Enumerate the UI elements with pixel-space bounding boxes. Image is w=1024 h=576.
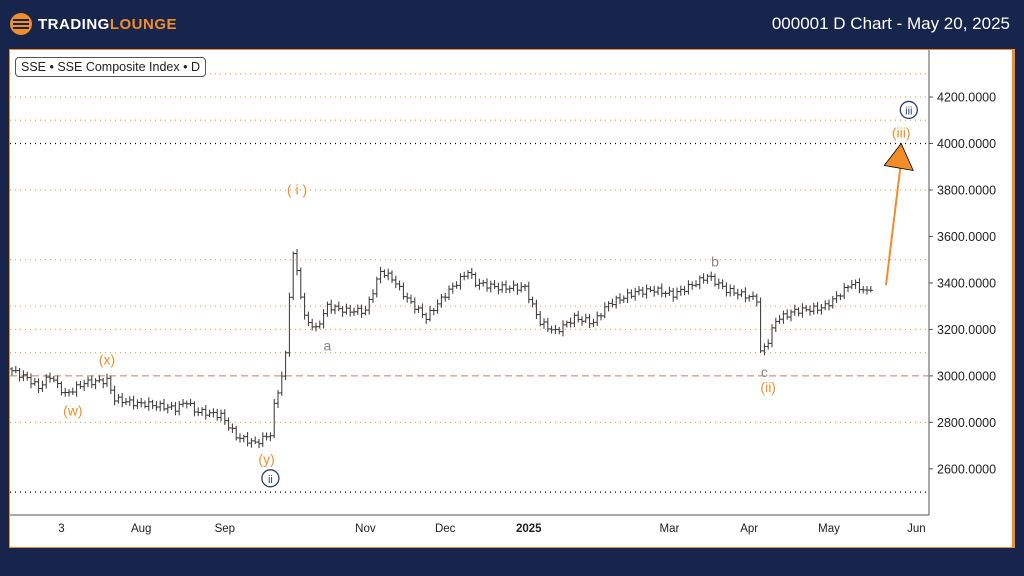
y-tick-label: 3400.0000 <box>937 276 996 290</box>
wave-label: ii <box>268 474 273 486</box>
wave-label-circle <box>899 100 918 120</box>
wave-label: ( i ) <box>287 182 307 198</box>
x-tick-label: Dec <box>435 523 456 535</box>
wave-label: iii <box>905 105 912 117</box>
wave-label: (ii) <box>760 379 776 395</box>
y-tick-label: 3200.0000 <box>937 323 996 337</box>
x-tick-label: Nov <box>355 523 376 535</box>
header: TRADINGLOUNGE 000001 D Chart - May 20, 2… <box>0 0 1024 48</box>
wave-label: (iii) <box>892 125 911 141</box>
x-tick-label: Sep <box>215 523 235 535</box>
x-tick-label: Apr <box>740 523 758 535</box>
wave-label: a <box>324 337 332 353</box>
wave-label-circle <box>261 469 280 488</box>
y-tick-label: 3000.0000 <box>937 369 996 383</box>
projection-arrow-head <box>883 142 914 172</box>
projection-arrow-line <box>885 168 902 286</box>
y-tick-label: 2600.0000 <box>937 462 996 476</box>
y-tick-label: 4200.0000 <box>937 91 996 105</box>
logo-text-accent: LOUNGE <box>109 15 177 33</box>
symbol-label: SSE • SSE Composite Index • D <box>15 57 206 77</box>
x-tick-label: Jun <box>907 523 926 535</box>
y-tick-label: 2800.0000 <box>937 416 996 430</box>
wave-label: (x) <box>99 351 115 367</box>
x-tick-label: Aug <box>131 523 151 535</box>
x-tick-label: May <box>818 523 840 535</box>
wave-label: (w) <box>63 402 82 418</box>
y-tick-label: 3600.0000 <box>937 230 996 244</box>
wave-label: (y) <box>258 451 274 467</box>
y-tick-label: 4000.0000 <box>937 137 996 151</box>
y-tick-label: 3800.0000 <box>937 183 996 197</box>
wave-label: b <box>711 254 719 270</box>
logo-text: TRADING <box>38 15 110 33</box>
chart-title: 000001 D Chart - May 20, 2025 <box>771 14 1010 33</box>
x-tick-label: 2025 <box>516 523 542 535</box>
x-tick-label: 3 <box>58 523 64 535</box>
logo-icon <box>10 13 32 35</box>
chart-frame <box>9 49 1015 548</box>
tradinglounge-logo: TRADINGLOUNGE <box>10 13 177 35</box>
wave-label: c <box>761 364 768 380</box>
x-tick-label: Mar <box>659 523 679 535</box>
